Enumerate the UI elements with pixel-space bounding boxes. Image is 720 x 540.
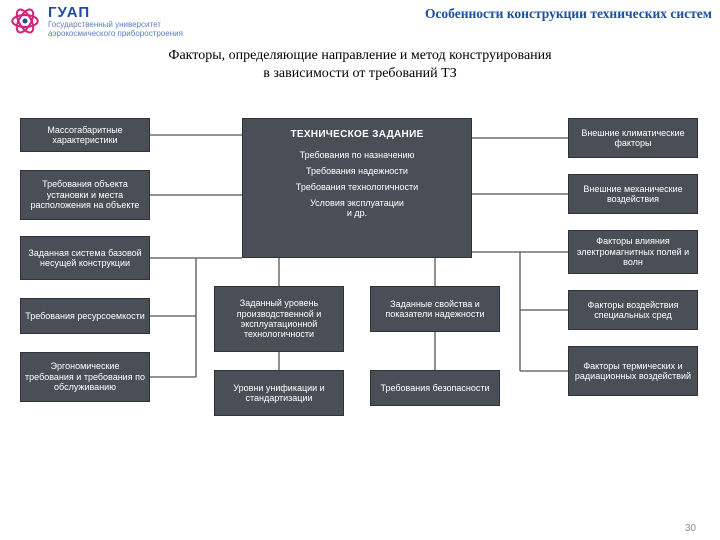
subtitle-line1: Факторы, определяющие направление и мето… [168,48,551,63]
right-node: Внешние климатические факторы [568,118,698,158]
diagram: ТЕХНИЧЕСКОЕ ЗАДАНИЕ Требования по назначе… [20,108,700,508]
bottom-node: Требования безопасности [370,370,500,406]
left-node: Требования объекта установки и места рас… [20,170,150,220]
subtitle-line2: в зависимости от требований ТЗ [263,66,456,81]
center-node-line: Требования по назначению [251,150,463,160]
page-number: 30 [685,523,696,534]
left-node: Заданная система базовой несущей констру… [20,236,150,280]
center-node-title: ТЕХНИЧЕСКОЕ ЗАДАНИЕ [251,129,463,140]
right-node: Факторы термических и радиационных возде… [568,346,698,396]
left-node: Требования ресурсоемкости [20,298,150,334]
bottom-node: Заданный уровень производственной и эксп… [214,286,344,352]
center-node-line: Требования технологичности [251,182,463,192]
university-logo-icon [8,4,42,38]
right-node: Внешние механические воздействия [568,174,698,214]
bottom-node: Заданные свойства и показатели надежност… [370,286,500,332]
center-node-line: Требования надежности [251,166,463,176]
center-node-line: Условия эксплуатации и др. [251,198,463,218]
right-node: Факторы влияния электромагнитных полей и… [568,230,698,274]
right-node: Факторы воздействия специальных сред [568,290,698,330]
logo-sub2: аэрокосмического приборостроения [48,30,183,39]
center-node: ТЕХНИЧЕСКОЕ ЗАДАНИЕ Требования по назначе… [242,118,472,258]
subtitle: Факторы, определяющие направление и мето… [0,47,720,83]
logo-main: ГУАП [48,4,183,21]
page-title: Особенности конструкции технических сист… [425,6,712,22]
logo-text: ГУАП Государственный университет аэрокос… [48,4,183,39]
left-node: Массогабаритные характеристики [20,118,150,152]
left-node: Эргономические требования и требования п… [20,352,150,402]
bottom-node: Уровни унификации и стандартизации [214,370,344,416]
